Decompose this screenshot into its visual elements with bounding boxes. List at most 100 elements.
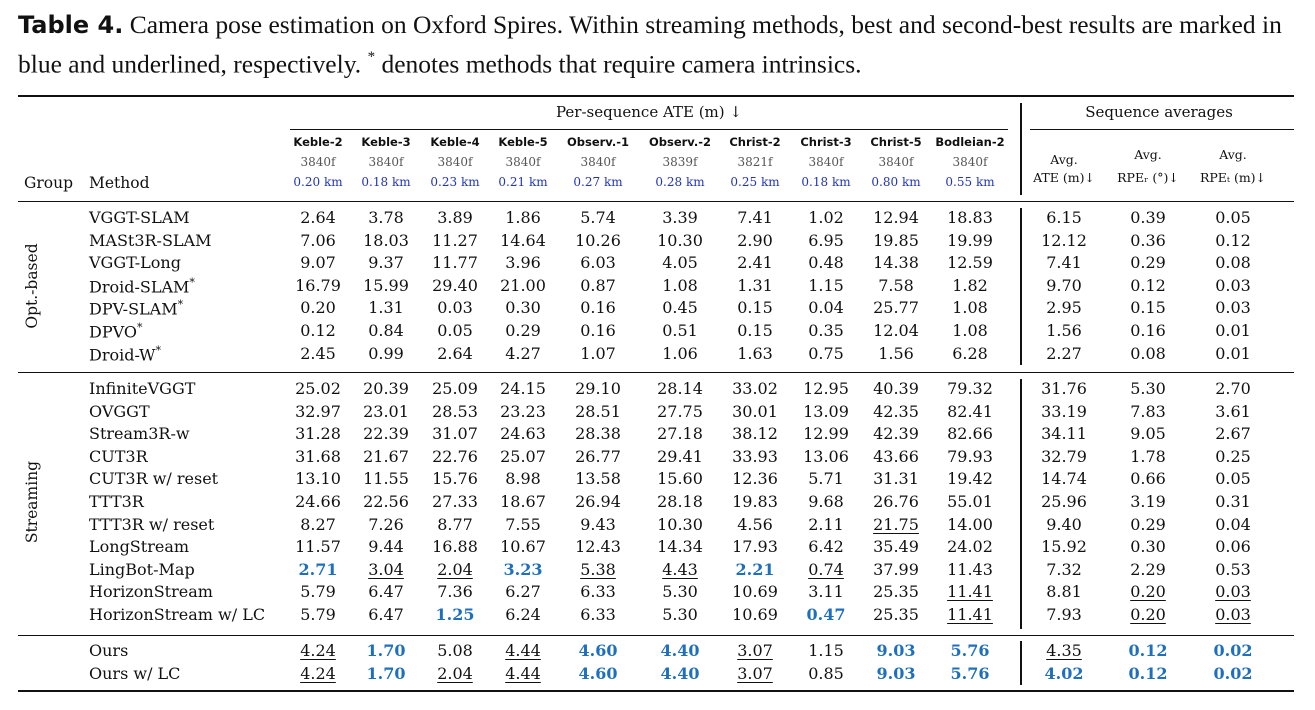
value-cell: 4.56 bbox=[737, 514, 773, 534]
caption-text: Camera pose estimation on Oxford Spires.… bbox=[18, 10, 1282, 79]
value-cell: 79.93 bbox=[947, 446, 993, 466]
sequence-name: Bodleian-2 bbox=[935, 135, 1005, 149]
sequence-header: Keble-2 3840f 0.20 km bbox=[278, 132, 358, 192]
value-cell: 1.86 bbox=[505, 208, 541, 227]
average-header: Avg. ATE (m)↓ bbox=[1020, 145, 1108, 188]
sequence-frames: 3840f bbox=[808, 155, 844, 169]
value-cell: 2.45 bbox=[300, 343, 336, 363]
sequence-distance: 0.21 km bbox=[498, 175, 548, 189]
value-cell: 12.04 bbox=[873, 321, 919, 340]
method-name: HorizonStream bbox=[89, 582, 213, 602]
value-cell: 3.11 bbox=[808, 582, 844, 602]
value-cell: 37.99 bbox=[873, 559, 919, 579]
value-cell: 0.99 bbox=[368, 343, 404, 363]
value-cell: 3.23 bbox=[503, 559, 543, 579]
value-cell: 0.30 bbox=[1130, 537, 1166, 557]
value-cell: 2.64 bbox=[300, 208, 336, 227]
value-cell: 0.20 bbox=[300, 298, 336, 318]
value-cell: 5.30 bbox=[662, 582, 698, 602]
value-cell: 0.15 bbox=[737, 321, 773, 340]
value-cell: 33.19 bbox=[1041, 401, 1087, 421]
value-cell: 42.35 bbox=[873, 401, 919, 421]
method-name: TTT3R w/ reset bbox=[89, 514, 215, 534]
value-cell: 2.41 bbox=[737, 253, 773, 273]
value-cell: 6.24 bbox=[505, 605, 541, 624]
value-cell: 3.96 bbox=[505, 253, 541, 273]
method-name: HorizonStream w/ LC bbox=[89, 605, 266, 624]
value-cell: 0.08 bbox=[1215, 253, 1251, 273]
cmid-rule-ate bbox=[290, 129, 1008, 130]
value-cell: 27.18 bbox=[657, 424, 703, 444]
value-cell: 0.03 bbox=[1215, 582, 1251, 602]
value-cell: 27.33 bbox=[432, 492, 478, 511]
vrule-header bbox=[1020, 103, 1022, 195]
value-cell: 1.78 bbox=[1130, 446, 1166, 466]
method-name: Droid-SLAM* bbox=[89, 275, 195, 297]
value-cell: 0.48 bbox=[808, 253, 844, 273]
value-cell: 12.59 bbox=[947, 253, 993, 273]
value-cell: 6.42 bbox=[808, 537, 844, 557]
sequence-name: Christ-3 bbox=[800, 135, 852, 149]
average-header: Avg. RPEᵣ (°)↓ bbox=[1104, 145, 1192, 188]
value-cell: 4.40 bbox=[660, 641, 700, 660]
value-cell: 11.57 bbox=[295, 537, 341, 557]
value-cell: 12.95 bbox=[803, 379, 849, 398]
table-label: Table 4. bbox=[18, 11, 124, 39]
value-cell: 22.56 bbox=[363, 492, 409, 511]
value-cell: 4.27 bbox=[505, 343, 541, 363]
value-cell: 9.70 bbox=[1046, 275, 1082, 295]
value-cell: 12.12 bbox=[1041, 230, 1087, 250]
sequence-distance: 0.18 km bbox=[361, 175, 411, 189]
value-cell: 2.04 bbox=[437, 663, 473, 683]
value-cell: 13.09 bbox=[803, 401, 849, 421]
value-cell: 1.70 bbox=[366, 663, 406, 683]
bottom-rule bbox=[18, 690, 1294, 692]
value-cell: 9.03 bbox=[876, 663, 916, 683]
value-cell: 9.05 bbox=[1130, 424, 1166, 444]
sequence-distance: 0.28 km bbox=[655, 175, 705, 189]
value-cell: 15.60 bbox=[657, 469, 703, 489]
value-cell: 28.53 bbox=[432, 401, 478, 421]
value-cell: 0.30 bbox=[505, 298, 541, 318]
method-name: Ours bbox=[89, 641, 129, 660]
value-cell: 0.75 bbox=[808, 343, 844, 363]
value-cell: 26.77 bbox=[575, 446, 621, 466]
value-cell: 10.30 bbox=[657, 230, 703, 250]
sequence-header: Keble-5 3840f 0.21 km bbox=[483, 132, 563, 192]
sequence-frames: 3840f bbox=[580, 155, 616, 169]
value-cell: 19.99 bbox=[947, 230, 993, 250]
value-cell: 0.05 bbox=[1215, 469, 1251, 489]
value-cell: 3.78 bbox=[368, 208, 404, 227]
value-cell: 0.12 bbox=[300, 321, 336, 340]
value-cell: 6.28 bbox=[952, 343, 988, 363]
value-cell: 6.15 bbox=[1046, 208, 1082, 227]
value-cell: 14.34 bbox=[657, 537, 703, 557]
value-cell: 9.68 bbox=[808, 492, 844, 511]
sequence-name: Christ-2 bbox=[729, 135, 781, 149]
value-cell: 17.93 bbox=[732, 537, 778, 557]
value-cell: 2.95 bbox=[1046, 298, 1082, 318]
method-name: OVGGT bbox=[89, 401, 150, 421]
value-cell: 0.39 bbox=[1130, 208, 1166, 227]
value-cell: 0.12 bbox=[1128, 663, 1168, 683]
method-name: MASt3R-SLAM bbox=[89, 230, 212, 250]
value-cell: 15.99 bbox=[363, 275, 409, 295]
value-cell: 10.26 bbox=[575, 230, 621, 250]
value-cell: 13.10 bbox=[295, 469, 341, 489]
method-name: VGGT-SLAM bbox=[89, 208, 190, 227]
value-cell: 0.20 bbox=[1130, 605, 1166, 624]
value-cell: 0.16 bbox=[580, 298, 616, 318]
value-cell: 3.39 bbox=[662, 208, 698, 227]
value-cell: 10.69 bbox=[732, 582, 778, 602]
value-cell: 18.83 bbox=[947, 208, 993, 227]
method-column-header: Method bbox=[89, 174, 150, 192]
value-cell: 0.05 bbox=[437, 321, 473, 340]
value-cell: 1.02 bbox=[808, 208, 844, 227]
value-cell: 0.47 bbox=[806, 605, 846, 624]
method-name: LongStream bbox=[89, 537, 190, 557]
value-cell: 8.27 bbox=[300, 514, 336, 534]
value-cell: 34.11 bbox=[1041, 424, 1087, 444]
value-cell: 2.67 bbox=[1215, 424, 1251, 444]
value-cell: 25.77 bbox=[873, 298, 919, 318]
method-name: CUT3R bbox=[89, 446, 148, 466]
